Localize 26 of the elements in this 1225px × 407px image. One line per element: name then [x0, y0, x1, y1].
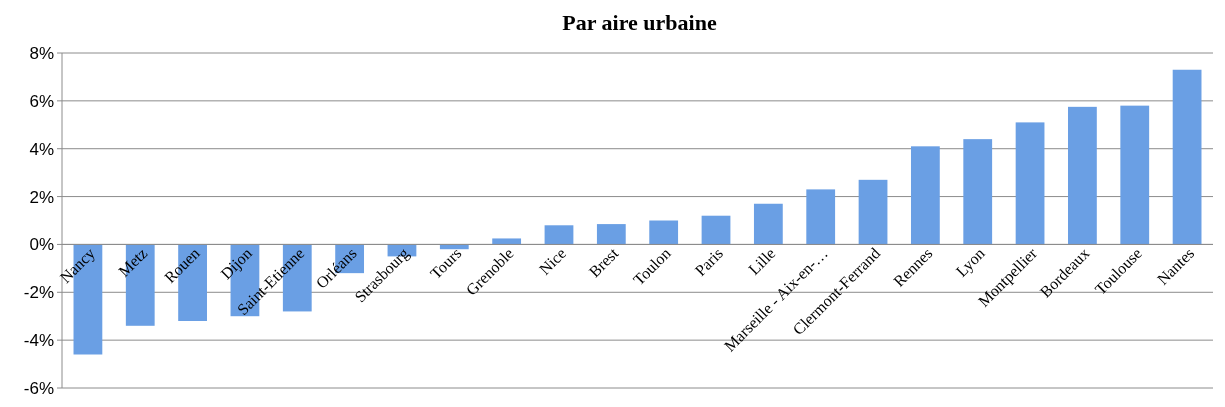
bar [1068, 106, 1097, 245]
bar [1172, 69, 1202, 245]
bar [963, 139, 993, 245]
bar [1120, 105, 1150, 245]
y-tick-label: -6% [23, 378, 54, 398]
bar [701, 215, 731, 245]
bar [492, 238, 522, 245]
y-tick-label: 8% [29, 43, 54, 63]
y-tick-label: -2% [23, 283, 54, 303]
y-tick-label: 6% [29, 91, 54, 111]
bar [596, 224, 626, 245]
bar [649, 220, 679, 245]
x-tick-label: Paris [691, 244, 727, 280]
bar [806, 189, 836, 245]
bar [858, 179, 888, 245]
bar [544, 225, 574, 245]
chart-title: Par aire urbaine [562, 10, 717, 35]
bar [910, 146, 940, 245]
y-tick-label: 2% [29, 187, 54, 207]
bar [753, 203, 783, 245]
y-tick-label: 4% [29, 139, 54, 159]
x-tick-label: Nice [535, 244, 570, 278]
bar [1015, 122, 1045, 245]
y-tick-label: -4% [23, 331, 54, 351]
x-tick-label: Lille [745, 244, 779, 278]
y-tick-label: 0% [29, 235, 54, 255]
